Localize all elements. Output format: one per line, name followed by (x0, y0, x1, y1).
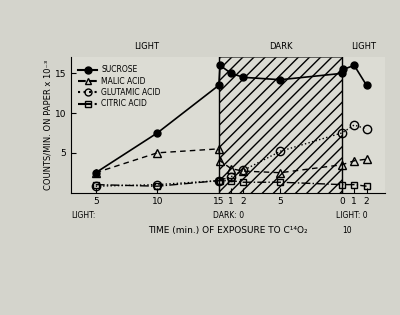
CITRIC ACID (216, 179, 221, 182)
MALIC ACID (340, 163, 344, 167)
SUCROSE (216, 83, 221, 87)
MALIC ACID (278, 171, 283, 175)
SUCROSE (241, 75, 246, 79)
GLUTAMIC ACID (229, 175, 234, 179)
Text: LIGHT:: LIGHT: (71, 211, 96, 220)
Y-axis label: COUNTS/MIN. ON PAPER x 10⁻³: COUNTS/MIN. ON PAPER x 10⁻³ (43, 60, 52, 190)
Text: DARK: 0: DARK: 0 (213, 211, 244, 220)
MALIC ACID (364, 157, 369, 161)
GLUTAMIC ACID (216, 179, 221, 182)
SUCROSE (340, 72, 344, 75)
SUCROSE (364, 83, 369, 87)
CITRIC ACID (364, 184, 369, 188)
SUCROSE (93, 171, 98, 175)
Line: CITRIC ACID: CITRIC ACID (92, 177, 370, 190)
X-axis label: TIME (min.) OF EXPOSURE TO C¹⁴O₂: TIME (min.) OF EXPOSURE TO C¹⁴O₂ (148, 226, 308, 235)
MALIC ACID (218, 159, 222, 163)
CITRIC ACID (340, 183, 344, 186)
Legend: SUCROSE, MALIC ACID, GLUTAMIC ACID, CITRIC ACID: SUCROSE, MALIC ACID, GLUTAMIC ACID, CITR… (78, 65, 160, 108)
Text: LIGHT: LIGHT (351, 42, 376, 51)
MALIC ACID (352, 159, 357, 163)
GLUTAMIC ACID (364, 127, 369, 131)
Text: 10: 10 (342, 226, 352, 235)
Text: LIGHT: LIGHT (134, 42, 159, 51)
Line: SUCROSE: SUCROSE (92, 62, 370, 176)
CITRIC ACID (155, 184, 160, 188)
Line: GLUTAMIC ACID: GLUTAMIC ACID (92, 121, 371, 190)
GLUTAMIC ACID (155, 183, 160, 186)
MALIC ACID (155, 151, 160, 155)
SUCROSE (352, 64, 357, 67)
GLUTAMIC ACID (241, 169, 246, 172)
MALIC ACID (93, 171, 98, 175)
GLUTAMIC ACID (340, 131, 344, 135)
CITRIC ACID (352, 183, 357, 186)
CITRIC ACID (278, 180, 283, 184)
SUCROSE (229, 72, 234, 75)
CITRIC ACID (218, 179, 222, 182)
Bar (219, 57, 342, 192)
Text: DARK: DARK (269, 42, 292, 51)
SUCROSE (278, 78, 283, 82)
Text: LIGHT: 0: LIGHT: 0 (336, 211, 367, 220)
CITRIC ACID (229, 179, 234, 182)
SUCROSE (341, 67, 346, 71)
GLUTAMIC ACID (278, 149, 283, 153)
Line: MALIC ACID: MALIC ACID (92, 145, 371, 177)
CITRIC ACID (93, 183, 98, 186)
MALIC ACID (216, 147, 221, 151)
GLUTAMIC ACID (93, 184, 98, 188)
GLUTAMIC ACID (352, 123, 357, 127)
SUCROSE (155, 131, 160, 135)
CITRIC ACID (241, 180, 246, 184)
MALIC ACID (229, 167, 234, 171)
MALIC ACID (241, 169, 246, 173)
SUCROSE (218, 64, 222, 67)
